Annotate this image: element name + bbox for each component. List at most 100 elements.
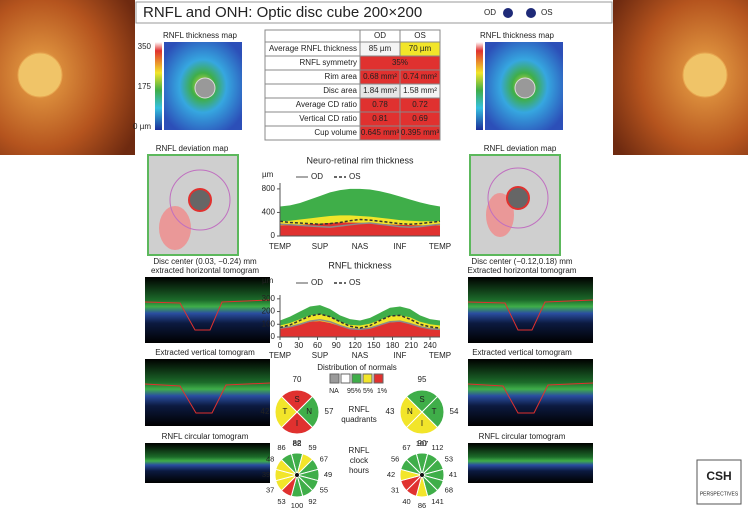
color-bar xyxy=(155,42,162,130)
region-label: TEMP xyxy=(429,351,451,360)
quadrant-value: 70 xyxy=(293,375,302,384)
quadrant-value: 95 xyxy=(418,375,427,384)
quadrant-value: 57 xyxy=(325,407,334,416)
report-title: RNFL and ONH: Optic disc cube 200×200 xyxy=(143,4,422,21)
legend-label: OS xyxy=(349,172,361,181)
region-label: TEMP xyxy=(429,242,451,251)
panel-label: RNFL deviation map xyxy=(484,144,557,153)
scale-label: 350 xyxy=(138,42,152,51)
clock-value: 141 xyxy=(431,497,444,506)
x-tick-label: 60 xyxy=(313,341,322,350)
tomogram xyxy=(145,359,270,426)
eye-label: OD xyxy=(484,8,496,17)
quadrant-letter: N xyxy=(306,407,312,416)
y-tick-label: 100 xyxy=(262,319,276,328)
panel-label: Disc center (0.03, −0.24) mm xyxy=(153,257,257,266)
cell-value: 1.58 mm² xyxy=(403,86,437,95)
optic-disc xyxy=(18,53,62,97)
normals-label: 95% xyxy=(347,388,361,395)
optic-disc xyxy=(683,53,727,97)
center-dot xyxy=(420,473,424,477)
y-tick-label: 300 xyxy=(262,294,276,303)
normals-label: 1% xyxy=(377,388,387,395)
normals-label: NA xyxy=(329,388,339,395)
panel-label: RNFL thickness map xyxy=(163,31,238,40)
cell-value: 0.69 xyxy=(412,114,428,123)
axis-label: µm xyxy=(262,276,274,285)
logo-text: CSH xyxy=(706,469,731,483)
clock-value: 59 xyxy=(308,443,316,452)
row-label: Average CD ratio xyxy=(296,100,358,109)
caption: RNFL xyxy=(349,405,370,414)
cell-value: 0.81 xyxy=(372,114,388,123)
caption: clock xyxy=(350,456,369,465)
legend-label: OS xyxy=(349,278,361,287)
normals-swatch xyxy=(352,374,361,383)
clock-value: 86 xyxy=(418,501,426,510)
panel-label: RNFL circular tomogram xyxy=(479,432,566,441)
y-tick-label: 0 xyxy=(271,231,276,240)
caption: RNFL xyxy=(349,446,370,455)
normals-swatch xyxy=(341,374,350,383)
y-tick-label: 800 xyxy=(262,184,276,193)
clock-value: 86 xyxy=(277,443,285,452)
region-label: INF xyxy=(394,242,407,251)
caption: quadrants xyxy=(341,415,377,424)
quadrant-value: 54 xyxy=(450,407,459,416)
region-label: TEMP xyxy=(269,242,291,251)
clock-value: 48 xyxy=(266,454,274,463)
panel-label: RNFL circular tomogram xyxy=(162,432,249,441)
clock-value: 88 xyxy=(293,439,301,448)
row-label: Disc area xyxy=(323,86,357,95)
row-label: Average RNFL thickness xyxy=(269,44,357,53)
region-label: SUP xyxy=(312,351,328,360)
clock-value: 37 xyxy=(266,485,274,494)
clock-value: 53 xyxy=(445,454,453,463)
panel-label: Extracted vertical tomogram xyxy=(472,348,572,357)
cell-value: 85 µm xyxy=(369,44,392,53)
cell-value: 70 µm xyxy=(409,44,432,53)
clock-value: 107 xyxy=(416,439,429,448)
x-tick-label: 180 xyxy=(386,341,400,350)
clock-value: 42 xyxy=(387,470,395,479)
eye-dot xyxy=(526,8,536,18)
tomogram xyxy=(468,359,593,426)
legend-label: OD xyxy=(311,278,323,287)
clock-value: 68 xyxy=(445,485,453,494)
quadrant-value: 43 xyxy=(386,407,395,416)
quadrant-letter: T xyxy=(282,407,287,416)
panel-label: RNFL thickness map xyxy=(480,31,555,40)
caption: hours xyxy=(349,466,369,475)
quadrant-value: 42 xyxy=(261,407,270,416)
clock-value: 56 xyxy=(391,454,399,463)
legend-label: OD xyxy=(311,172,323,181)
row-label: RNFL symmetry xyxy=(300,58,357,67)
fundus-photo xyxy=(613,0,748,155)
chart-title: Neuro-retinal rim thickness xyxy=(306,155,414,165)
panel-label: RNFL deviation map xyxy=(156,144,229,153)
panel-label: Extracted vertical tomogram xyxy=(155,348,255,357)
disc xyxy=(189,189,211,211)
quadrant-letter: I xyxy=(296,419,298,428)
clock-value: 100 xyxy=(291,501,304,510)
cell-value: 35% xyxy=(392,58,408,67)
clock-value: 49 xyxy=(324,470,332,479)
x-tick-label: 150 xyxy=(367,341,381,350)
x-tick-label: 240 xyxy=(423,341,437,350)
cell-value: 0.645 mm³ xyxy=(361,128,400,137)
normals-swatch xyxy=(330,374,339,383)
quadrant-letter: I xyxy=(421,419,423,428)
row-label: Vertical CD ratio xyxy=(299,114,357,123)
clock-value: 112 xyxy=(432,443,444,452)
x-tick-label: 0 xyxy=(278,341,283,350)
y-tick-label: 400 xyxy=(262,208,276,217)
x-tick-label: 90 xyxy=(332,341,341,350)
quadrant-letter: S xyxy=(294,395,299,404)
tomogram xyxy=(468,443,593,483)
tomogram xyxy=(145,277,270,343)
clock-value: 53 xyxy=(277,497,285,506)
region-label: TEMP xyxy=(269,351,291,360)
normals-swatch xyxy=(363,374,372,383)
